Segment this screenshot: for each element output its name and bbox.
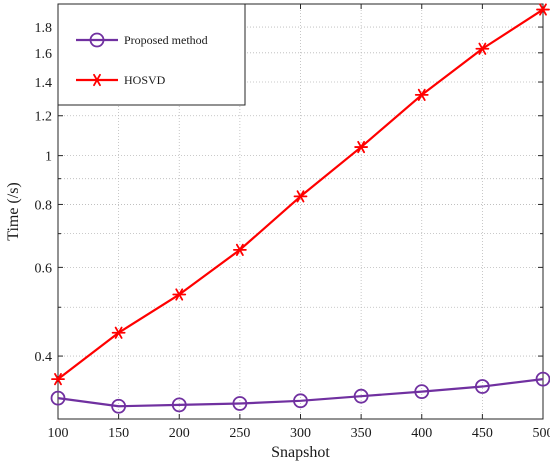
data-point-hosvd <box>111 326 126 339</box>
legend-label-hosvd: HOSVD <box>124 73 166 87</box>
legend: Proposed method HOSVD <box>57 3 246 106</box>
data-point-proposed-method <box>50 390 66 406</box>
data-point-proposed-method <box>353 388 369 404</box>
data-point-hosvd <box>232 243 247 256</box>
x-tick-label: 500 <box>533 426 550 441</box>
x-tick-label: 100 <box>48 426 69 441</box>
y-tick-label: 0.8 <box>35 198 53 213</box>
y-axis-label: Time (/s) <box>5 182 22 241</box>
legend-marker-proposed-method <box>89 32 105 48</box>
x-tick-label: 300 <box>290 426 311 441</box>
legend-marker-hosvd <box>90 73 104 87</box>
y-tick-label: 0.6 <box>35 261 53 276</box>
series-group <box>50 3 550 414</box>
y-tick-label: 0.4 <box>35 350 53 365</box>
data-point-hosvd <box>414 88 429 101</box>
y-tick-label: 1.8 <box>35 21 53 36</box>
data-point-proposed-method <box>414 384 430 400</box>
y-tick-label: 1 <box>45 150 52 165</box>
x-tick-label: 450 <box>472 426 493 441</box>
y-tick-label: 1.6 <box>35 47 53 62</box>
data-point-hosvd <box>354 140 369 154</box>
y-tick-label: 1.2 <box>35 110 53 125</box>
data-point-hosvd <box>51 373 65 386</box>
x-tick-label: 400 <box>411 426 432 441</box>
data-point-proposed-method <box>474 379 490 394</box>
x-tick-label: 200 <box>169 426 190 441</box>
data-point-proposed-method <box>293 393 308 409</box>
axis-ticks: 100 150 200 250 300 350 400 450 500 0.4 0.6 0.8 1 1.2… <box>35 4 550 441</box>
x-axis-label: Snapshot <box>271 444 330 461</box>
data-point-hosvd <box>172 288 187 301</box>
data-point-hosvd <box>293 190 308 203</box>
data-point-proposed-method <box>171 397 187 413</box>
y-tick-label: 1.4 <box>35 76 53 91</box>
x-tick-label: 250 <box>229 426 250 441</box>
x-tick-label: 350 <box>351 426 372 441</box>
data-point-hosvd <box>536 3 550 16</box>
data-point-proposed-method <box>232 396 248 411</box>
legend-label-proposed-method: Proposed method <box>124 33 208 47</box>
x-tick-label: 150 <box>108 426 129 441</box>
legend-box <box>57 3 246 106</box>
data-point-hosvd <box>475 42 490 55</box>
data-point-proposed-method <box>111 398 127 414</box>
series-line-proposed-method <box>57 378 544 408</box>
